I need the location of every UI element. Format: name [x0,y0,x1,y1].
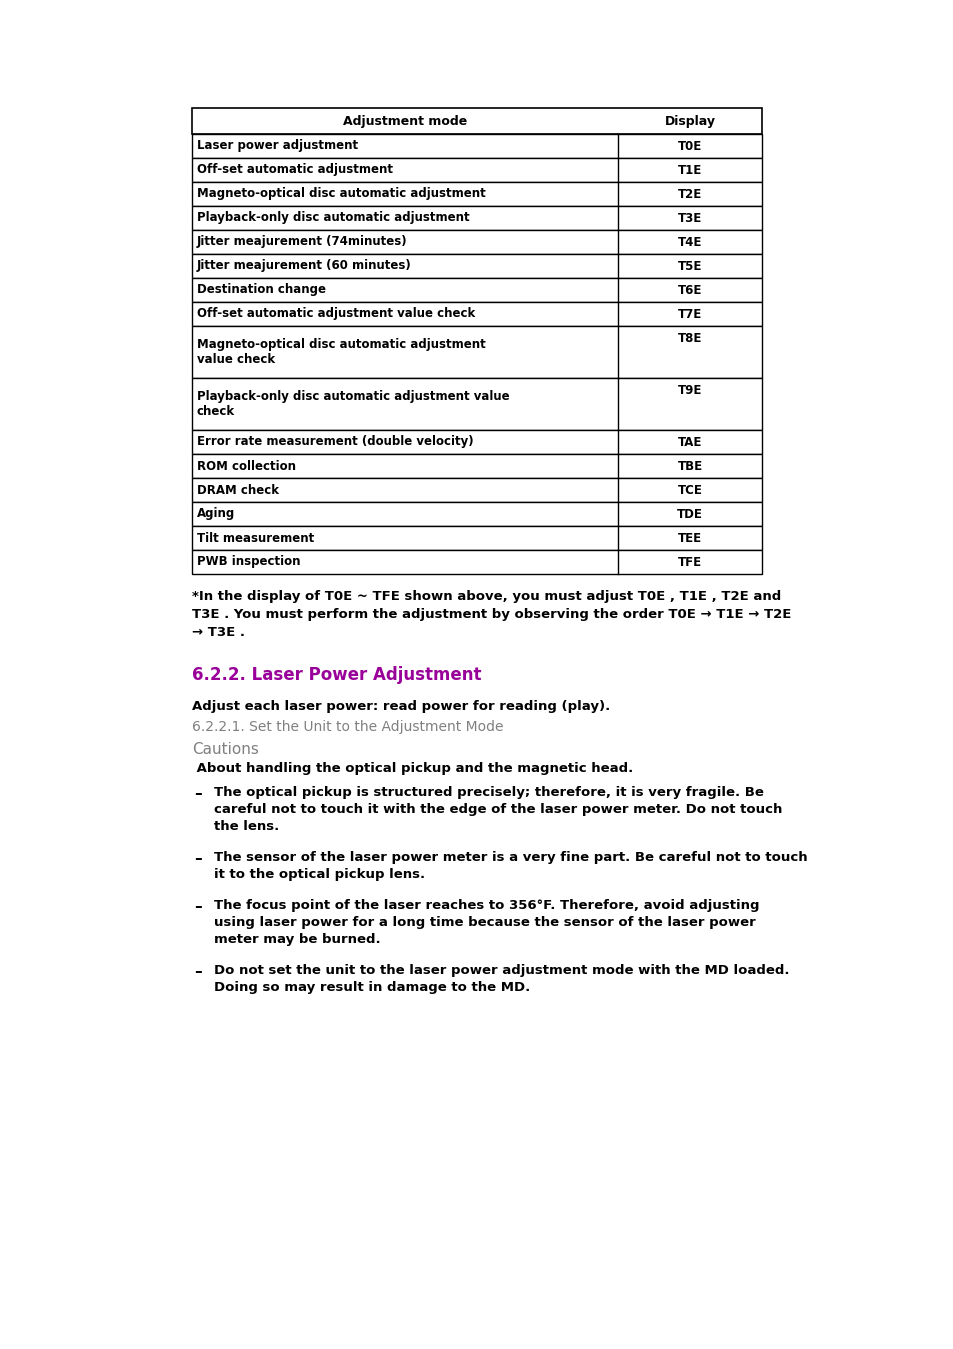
Text: → T3E .: → T3E . [192,626,245,639]
Text: careful not to touch it with the edge of the laser power meter. Do not touch: careful not to touch it with the edge of… [213,803,781,816]
Bar [192,326,761,378]
Bar [192,278,761,302]
Text: T4E: T4E [677,236,701,248]
Text: TBE: TBE [677,460,701,472]
Text: Cautions: Cautions [192,742,258,757]
Text: –: – [193,851,201,866]
Text: T9E: T9E [677,384,701,397]
Text: Laser power adjustment: Laser power adjustment [196,139,357,152]
Bar [192,378,761,430]
Text: T5E: T5E [677,259,701,272]
Text: TAE: TAE [677,436,701,448]
Text: Display: Display [664,115,715,128]
Text: Playback-only disc automatic adjustment: Playback-only disc automatic adjustment [196,212,469,224]
Text: Error rate measurement (double velocity): Error rate measurement (double velocity) [196,436,473,448]
Text: Off-set automatic adjustment: Off-set automatic adjustment [196,163,393,177]
Text: –: – [193,898,201,915]
Text: TCE: TCE [677,483,701,496]
Text: T8E: T8E [677,332,701,345]
Text: The optical pickup is structured precisely; therefore, it is very fragile. Be: The optical pickup is structured precise… [213,786,763,799]
Text: Playback-only disc automatic adjustment value
check: Playback-only disc automatic adjustment … [196,390,509,418]
Bar [192,229,761,254]
Bar [192,254,761,278]
Bar [192,455,761,478]
Text: 6.2.2.1. Set the Unit to the Adjustment Mode: 6.2.2.1. Set the Unit to the Adjustment … [192,720,503,734]
Text: TFE: TFE [678,556,701,568]
Text: Magneto-optical disc automatic adjustment
value check: Magneto-optical disc automatic adjustmen… [196,339,485,366]
Bar [192,108,761,134]
Text: T3E . You must perform the adjustment by observing the order T0E → T1E → T2E: T3E . You must perform the adjustment by… [192,608,791,621]
Text: Destination change: Destination change [196,283,326,297]
Text: T3E: T3E [678,212,701,224]
Text: Adjust each laser power: read power for reading (play).: Adjust each laser power: read power for … [192,700,610,714]
Text: Tilt measurement: Tilt measurement [196,532,314,545]
Text: T0E: T0E [678,139,701,152]
Text: Magneto-optical disc automatic adjustment: Magneto-optical disc automatic adjustmen… [196,188,485,201]
Text: DRAM check: DRAM check [196,483,278,496]
Text: ROM collection: ROM collection [196,460,295,472]
Bar [192,430,761,455]
Bar [192,502,761,526]
Text: meter may be burned.: meter may be burned. [213,934,380,946]
Text: –: – [193,786,201,801]
Text: T1E: T1E [678,163,701,177]
Text: PWB inspection: PWB inspection [196,556,300,568]
Text: Jitter meajurement (74minutes): Jitter meajurement (74minutes) [196,236,407,248]
Text: using laser power for a long time because the sensor of the laser power: using laser power for a long time becaus… [213,916,755,929]
Bar [192,526,761,550]
Text: Adjustment mode: Adjustment mode [342,115,467,128]
Bar [192,134,761,158]
Text: Off-set automatic adjustment value check: Off-set automatic adjustment value check [196,308,475,321]
Text: TDE: TDE [677,507,702,521]
Bar [192,302,761,326]
Text: T7E: T7E [678,308,701,321]
Text: About handling the optical pickup and the magnetic head.: About handling the optical pickup and th… [192,762,633,774]
Text: 6.2.2. Laser Power Adjustment: 6.2.2. Laser Power Adjustment [192,666,481,684]
Bar [192,478,761,502]
Text: TEE: TEE [678,532,701,545]
Text: –: – [193,965,201,979]
Text: Doing so may result in damage to the MD.: Doing so may result in damage to the MD. [213,981,530,994]
Text: Do not set the unit to the laser power adjustment mode with the MD loaded.: Do not set the unit to the laser power a… [213,965,789,977]
Text: the lens.: the lens. [213,820,279,832]
Bar [192,550,761,575]
Text: T6E: T6E [677,283,701,297]
Text: *In the display of T0E ~ TFE shown above, you must adjust T0E , T1E , T2E and: *In the display of T0E ~ TFE shown above… [192,590,781,603]
Bar [192,182,761,206]
Bar [192,158,761,182]
Text: it to the optical pickup lens.: it to the optical pickup lens. [213,867,425,881]
Text: Aging: Aging [196,507,235,521]
Text: T2E: T2E [678,188,701,201]
Text: The focus point of the laser reaches to 356°F. Therefore, avoid adjusting: The focus point of the laser reaches to … [213,898,759,912]
Bar [192,206,761,229]
Text: Jitter meajurement (60 minutes): Jitter meajurement (60 minutes) [196,259,412,272]
Text: The sensor of the laser power meter is a very fine part. Be careful not to touch: The sensor of the laser power meter is a… [213,851,807,863]
